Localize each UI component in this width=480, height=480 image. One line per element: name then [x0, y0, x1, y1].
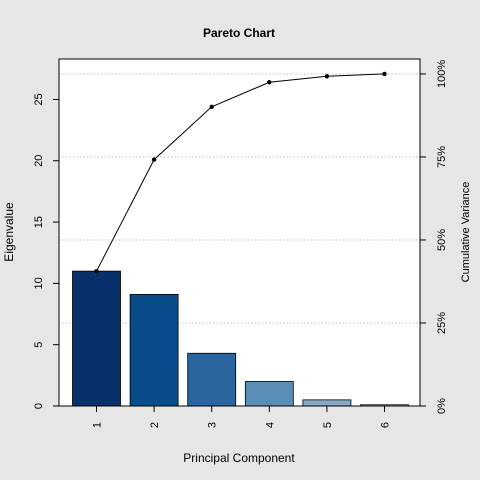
y-tick-label: 10	[33, 277, 45, 289]
y-tick-label: 0	[33, 403, 45, 409]
y-axis-left: 0 5 10 15 20 25	[33, 93, 59, 409]
bar-3	[187, 352, 237, 407]
y-tick-label: 15	[33, 216, 45, 228]
y-tick-label: 5	[33, 342, 45, 348]
y2-tick-label: 75%	[436, 146, 448, 168]
bar-2	[129, 294, 179, 407]
y2-tick-label: 50%	[436, 229, 448, 251]
cumulative-point-2	[151, 157, 157, 162]
cumulative-point-4	[267, 80, 272, 85]
cumulative-series-line	[96, 73, 385, 272]
x-tick-label: 6	[380, 422, 392, 428]
cumulative-point-1	[94, 268, 99, 274]
y-tick-label: 20	[33, 155, 45, 167]
y-tick-label: 25	[33, 93, 45, 105]
cumulative-point-6	[382, 71, 387, 77]
bar-1	[72, 270, 121, 407]
x-axis: 1 2 3 4 5 6	[92, 406, 392, 428]
y2-tick-label: 0%	[436, 398, 448, 414]
x-tick-label: 4	[264, 422, 276, 428]
cumulative-line	[94, 71, 387, 274]
y2-tick-label: 100%	[436, 60, 448, 88]
x-axis-title: Principal Component	[183, 451, 295, 465]
bar-5	[302, 399, 352, 407]
x-tick-label: 2	[149, 422, 161, 428]
y-axis-title: Eigenvalue	[2, 202, 16, 262]
plot-border	[58, 58, 421, 407]
cumulative-point-3	[209, 104, 214, 110]
y2-axis-title: Cumulative Variance	[460, 182, 472, 283]
bar-4	[244, 381, 294, 407]
chart-title: Pareto Chart	[203, 26, 275, 40]
x-tick-label: 5	[322, 422, 334, 428]
y2-tick-label: 25%	[436, 312, 448, 334]
x-tick-label: 1	[92, 422, 104, 428]
y-axis-right: 0% 25% 50% 75% 100%	[420, 60, 448, 414]
x-tick-label: 3	[207, 422, 219, 428]
cumulative-point-5	[324, 74, 330, 79]
